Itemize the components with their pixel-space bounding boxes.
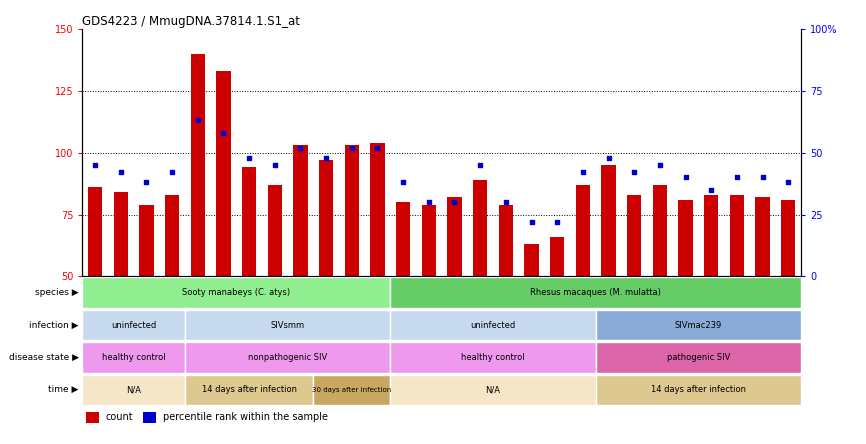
Bar xyxy=(185,342,391,373)
Point xyxy=(422,198,436,206)
Text: Sooty manabeys (C. atys): Sooty manabeys (C. atys) xyxy=(182,288,290,297)
Point xyxy=(781,179,795,186)
Bar xyxy=(139,205,153,277)
Point xyxy=(320,154,333,161)
Bar xyxy=(82,310,185,340)
Bar xyxy=(268,185,281,277)
Point xyxy=(473,162,487,169)
Point xyxy=(704,186,718,193)
Bar xyxy=(781,200,795,277)
Bar xyxy=(422,205,436,277)
Bar xyxy=(216,71,230,277)
Point xyxy=(653,162,667,169)
Point xyxy=(113,169,127,176)
Point xyxy=(576,169,590,176)
Point xyxy=(371,144,385,151)
Bar xyxy=(730,195,744,277)
Text: percentile rank within the sample: percentile rank within the sample xyxy=(163,412,327,422)
Point xyxy=(730,174,744,181)
Bar xyxy=(88,187,102,277)
Bar xyxy=(755,197,770,277)
Bar xyxy=(391,375,596,405)
Bar xyxy=(396,202,410,277)
Text: N/A: N/A xyxy=(486,385,501,394)
Text: 14 days after infection: 14 days after infection xyxy=(202,385,297,394)
Text: 30 days after infection: 30 days after infection xyxy=(312,387,391,393)
Text: SIVsmm: SIVsmm xyxy=(270,321,305,329)
Bar xyxy=(473,180,488,277)
Bar xyxy=(185,375,313,405)
Text: infection ▶: infection ▶ xyxy=(29,321,79,329)
Bar xyxy=(185,310,391,340)
Bar xyxy=(391,278,801,308)
Text: disease state ▶: disease state ▶ xyxy=(9,353,79,362)
Text: healthy control: healthy control xyxy=(102,353,165,362)
Bar xyxy=(113,192,128,277)
Point xyxy=(397,179,410,186)
Point xyxy=(756,174,770,181)
Bar xyxy=(391,342,596,373)
Point xyxy=(294,144,307,151)
Bar xyxy=(576,185,590,277)
Bar xyxy=(319,160,333,277)
Point xyxy=(165,169,179,176)
Text: count: count xyxy=(106,412,132,422)
Bar xyxy=(678,200,693,277)
Text: N/A: N/A xyxy=(126,385,141,394)
Point xyxy=(602,154,616,161)
Bar xyxy=(82,278,391,308)
Bar xyxy=(82,375,185,405)
Text: pathogenic SIV: pathogenic SIV xyxy=(667,353,730,362)
Point xyxy=(525,218,539,226)
Text: GDS4223 / MmugDNA.37814.1.S1_at: GDS4223 / MmugDNA.37814.1.S1_at xyxy=(82,15,301,28)
Bar xyxy=(596,342,801,373)
Bar xyxy=(596,375,801,405)
Text: uninfected: uninfected xyxy=(470,321,515,329)
Point xyxy=(550,218,564,226)
Point xyxy=(268,162,281,169)
Text: uninfected: uninfected xyxy=(111,321,156,329)
Text: Rhesus macaques (M. mulatta): Rhesus macaques (M. mulatta) xyxy=(530,288,661,297)
Text: nonpathogenic SIV: nonpathogenic SIV xyxy=(248,353,327,362)
Point xyxy=(679,174,693,181)
Bar xyxy=(313,375,391,405)
Bar xyxy=(86,412,99,423)
Bar xyxy=(448,197,462,277)
Point xyxy=(345,144,359,151)
Bar xyxy=(165,195,179,277)
Bar xyxy=(602,165,616,277)
Bar xyxy=(294,145,307,277)
Bar xyxy=(191,54,205,277)
Bar xyxy=(550,237,565,277)
Bar xyxy=(596,310,801,340)
Point xyxy=(139,179,153,186)
Text: time ▶: time ▶ xyxy=(48,385,79,394)
Bar xyxy=(371,143,385,277)
Text: species ▶: species ▶ xyxy=(36,288,79,297)
Bar xyxy=(499,205,513,277)
Bar xyxy=(525,244,539,277)
Point xyxy=(191,117,204,124)
Text: SIVmac239: SIVmac239 xyxy=(675,321,722,329)
Bar xyxy=(345,145,359,277)
Bar xyxy=(704,195,718,277)
Bar xyxy=(242,167,256,277)
Point xyxy=(88,162,102,169)
Text: healthy control: healthy control xyxy=(462,353,525,362)
Point xyxy=(627,169,641,176)
Text: 14 days after infection: 14 days after infection xyxy=(651,385,746,394)
Point xyxy=(216,129,230,136)
Point xyxy=(448,198,462,206)
Point xyxy=(499,198,513,206)
Point xyxy=(242,154,256,161)
Bar xyxy=(82,342,185,373)
Bar xyxy=(391,310,596,340)
Bar xyxy=(144,412,156,423)
Bar xyxy=(653,185,667,277)
Bar xyxy=(627,195,641,277)
